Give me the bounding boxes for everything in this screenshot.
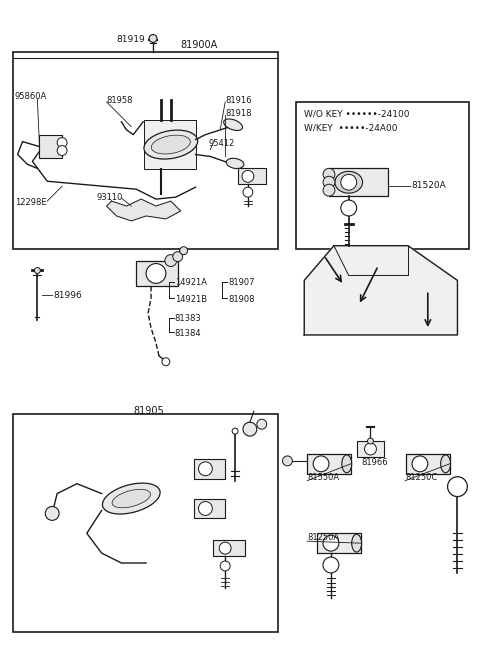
Text: W/O KEY ••••••-24100: W/O KEY ••••••-24100 (304, 110, 410, 119)
Circle shape (57, 137, 67, 148)
Circle shape (199, 501, 212, 515)
Text: 81918: 81918 (225, 109, 252, 118)
Circle shape (57, 146, 67, 156)
Text: 14921A: 14921A (175, 279, 207, 287)
Circle shape (35, 267, 40, 273)
Text: 81908: 81908 (228, 295, 254, 304)
Text: 95412: 95412 (208, 139, 235, 148)
Text: 81384: 81384 (175, 329, 202, 338)
Circle shape (146, 263, 166, 283)
Text: 14921B: 14921B (175, 295, 207, 304)
Text: 93110: 93110 (96, 193, 123, 202)
Circle shape (149, 35, 157, 43)
Circle shape (242, 170, 254, 182)
Ellipse shape (144, 130, 198, 159)
Circle shape (199, 462, 212, 476)
Text: 81383: 81383 (175, 314, 202, 323)
Circle shape (243, 187, 253, 197)
Circle shape (243, 422, 257, 436)
Circle shape (323, 176, 335, 188)
Text: 81966: 81966 (361, 458, 388, 467)
Circle shape (323, 557, 339, 573)
Circle shape (220, 561, 230, 571)
Ellipse shape (112, 489, 150, 508)
Circle shape (165, 255, 177, 267)
Bar (307, 454, 351, 474)
Circle shape (162, 358, 170, 366)
Text: 81250A: 81250A (307, 533, 339, 542)
Text: 81919: 81919 (117, 35, 145, 43)
Text: 12298E: 12298E (14, 198, 46, 207)
Circle shape (364, 443, 376, 455)
Ellipse shape (441, 455, 451, 473)
Circle shape (323, 168, 335, 180)
Ellipse shape (151, 135, 191, 154)
Text: 81900A: 81900A (180, 41, 218, 51)
Text: W/KEY  •••••-24A00: W/KEY •••••-24A00 (304, 124, 398, 133)
Text: 81916: 81916 (225, 96, 252, 105)
Text: 81520A: 81520A (411, 181, 446, 191)
Circle shape (180, 246, 188, 255)
Polygon shape (304, 246, 457, 335)
Circle shape (368, 438, 373, 444)
Bar (296, 102, 469, 249)
Text: 81905: 81905 (134, 406, 165, 417)
Circle shape (45, 507, 59, 520)
Circle shape (232, 428, 238, 434)
Circle shape (323, 184, 335, 196)
Bar (357, 441, 384, 457)
Text: 81996: 81996 (53, 291, 82, 300)
Bar (329, 168, 388, 196)
Ellipse shape (226, 158, 244, 169)
Bar (406, 454, 450, 474)
Text: 81907: 81907 (228, 279, 254, 287)
Bar (238, 168, 266, 184)
Ellipse shape (224, 119, 242, 131)
Bar (12, 415, 277, 633)
Ellipse shape (352, 534, 361, 552)
Circle shape (341, 174, 357, 190)
Circle shape (447, 477, 468, 497)
Ellipse shape (342, 455, 352, 473)
Circle shape (257, 419, 267, 429)
Circle shape (313, 456, 329, 472)
Text: 81958: 81958 (107, 96, 133, 105)
Bar (193, 499, 225, 518)
Bar (317, 533, 360, 553)
Bar (12, 53, 277, 249)
Bar (39, 135, 62, 158)
Polygon shape (107, 199, 180, 221)
Text: 95860A: 95860A (14, 92, 47, 101)
Circle shape (219, 542, 231, 554)
Circle shape (283, 456, 292, 466)
Text: 81550A: 81550A (307, 473, 339, 482)
Ellipse shape (102, 483, 160, 514)
Text: 81250C: 81250C (405, 473, 437, 482)
Bar (136, 261, 178, 286)
Bar (193, 459, 225, 479)
Circle shape (341, 200, 357, 216)
Circle shape (173, 252, 183, 261)
Ellipse shape (335, 171, 362, 193)
Circle shape (323, 535, 339, 551)
Bar (144, 120, 195, 170)
Bar (213, 540, 245, 556)
Circle shape (412, 456, 428, 472)
